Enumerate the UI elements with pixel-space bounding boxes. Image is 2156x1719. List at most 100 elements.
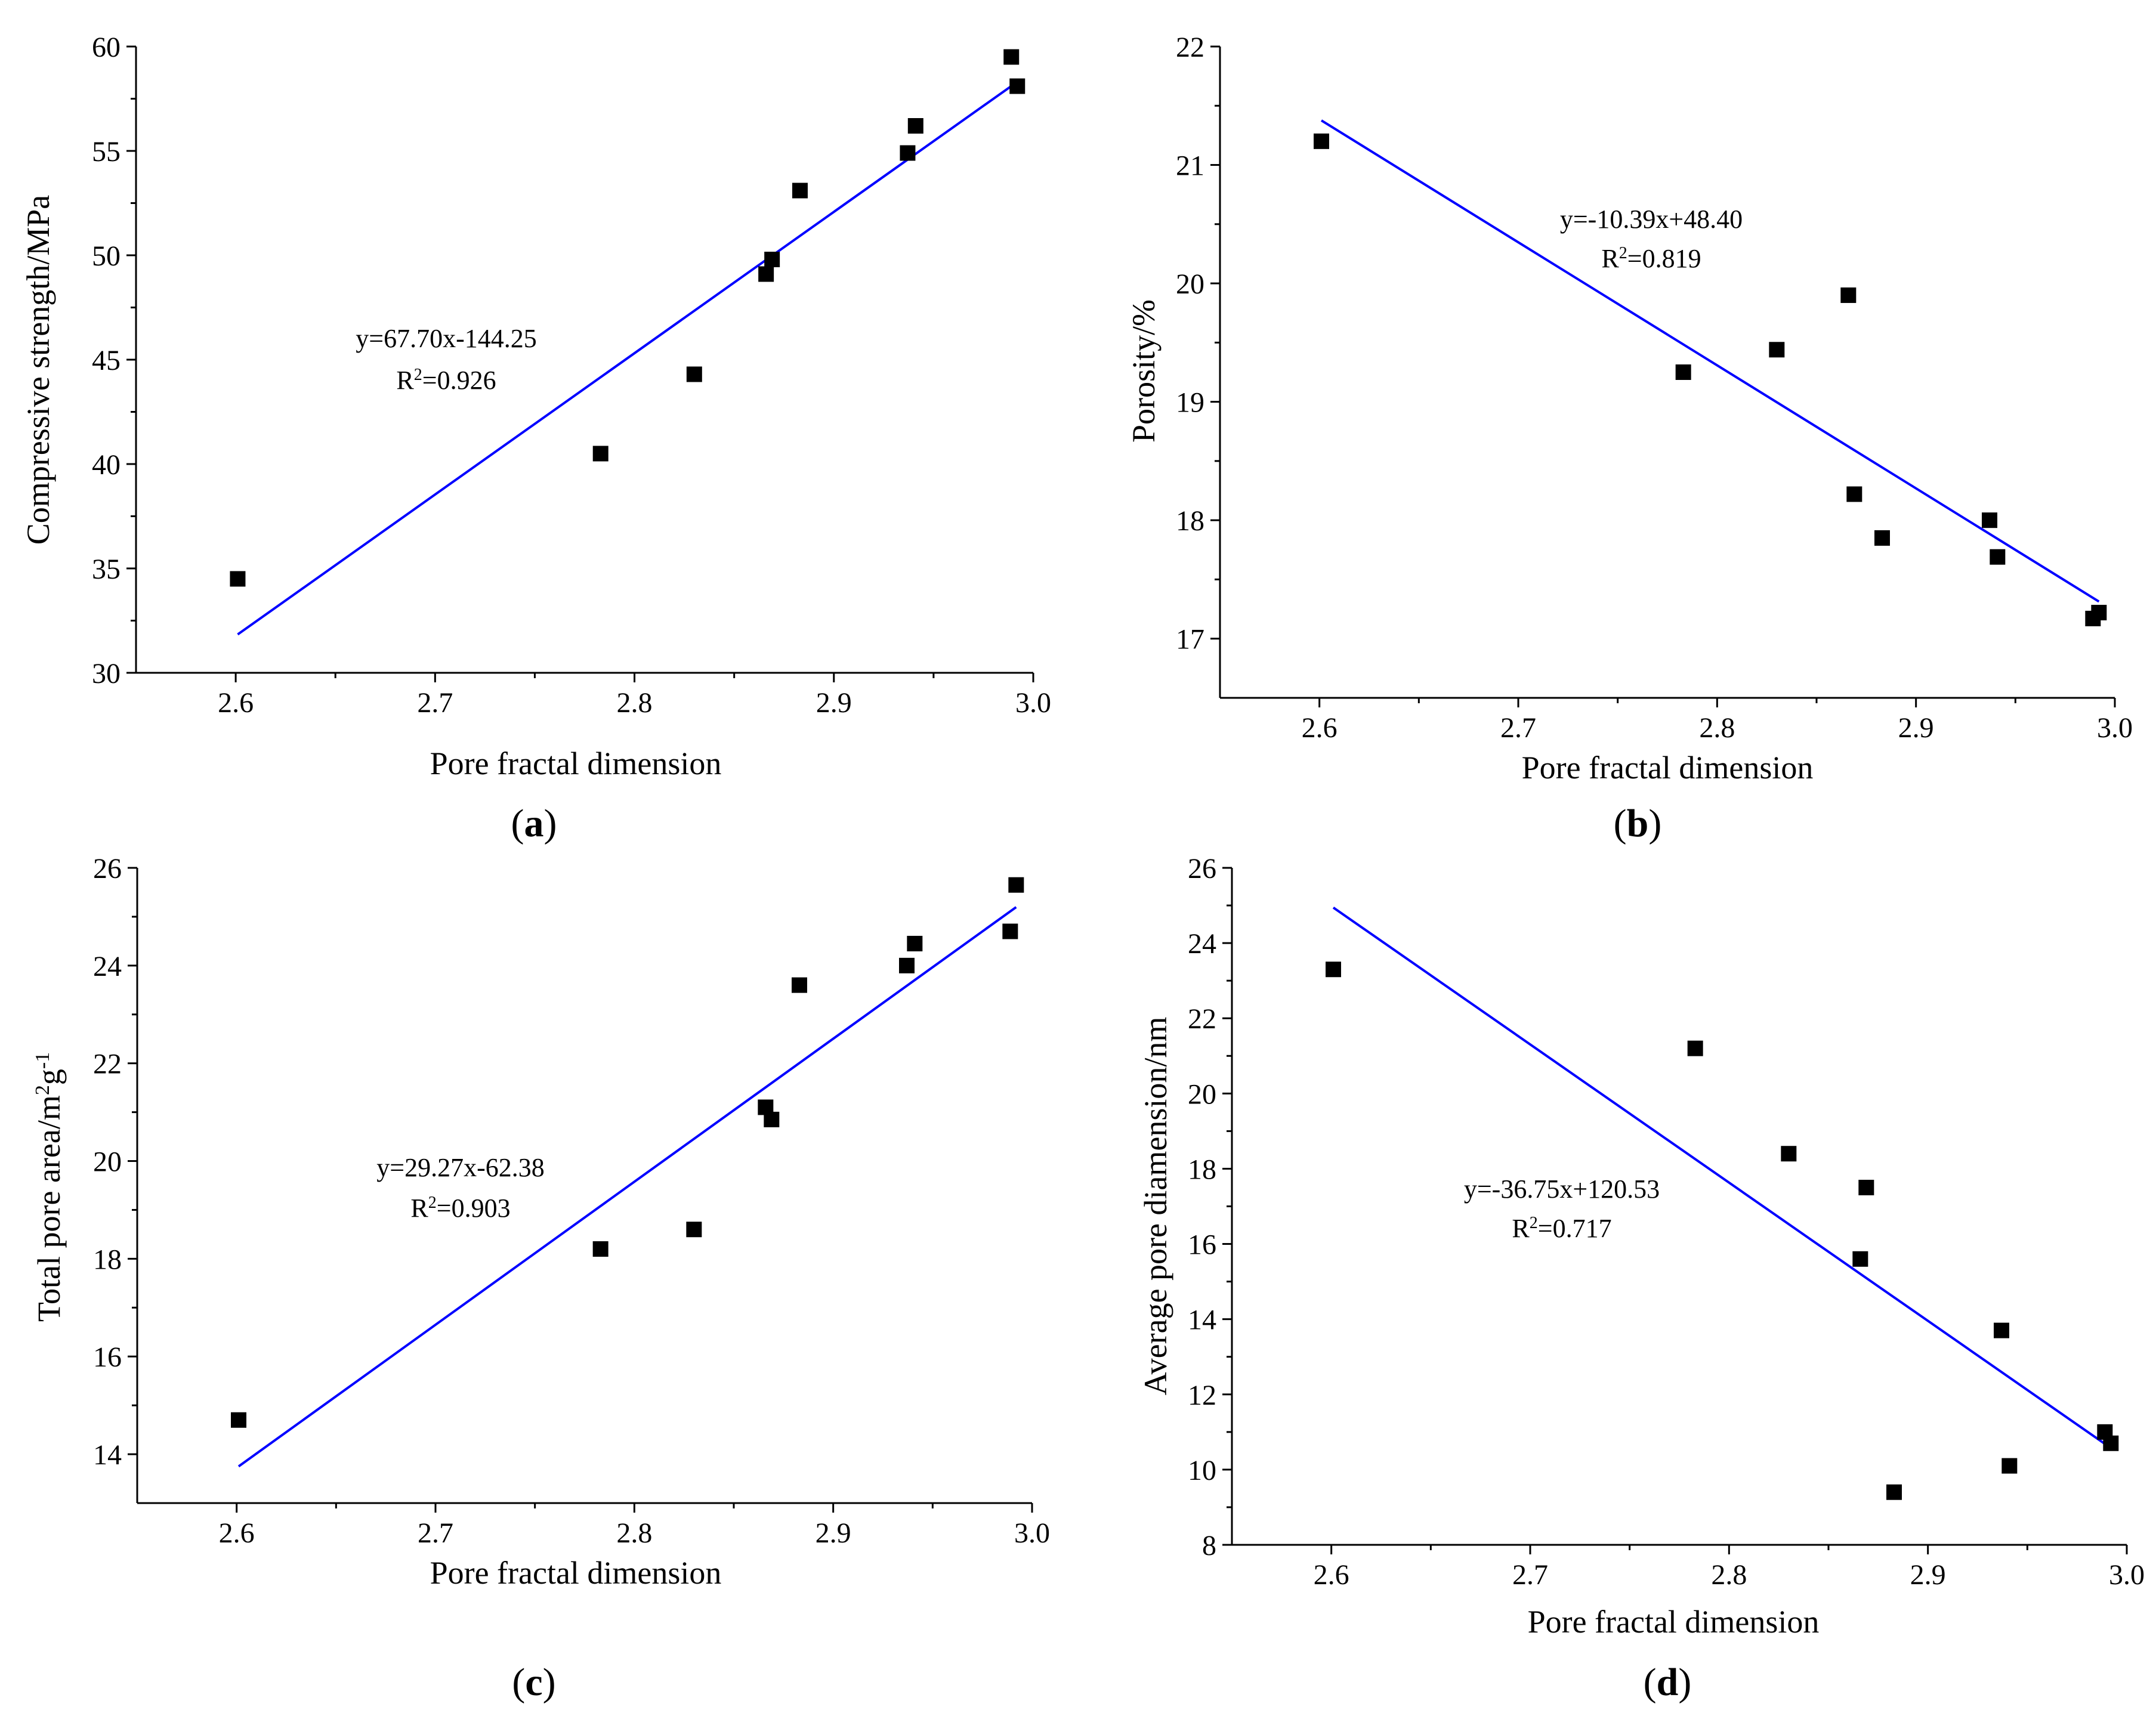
data-point <box>1994 1322 2009 1338</box>
r-squared-label: R2=0.819 <box>1601 244 1701 274</box>
data-point <box>764 252 780 267</box>
regression-line <box>237 906 1017 1468</box>
y-tick-label: 8 <box>1202 1530 1216 1562</box>
y-tick-label: 24 <box>93 951 122 982</box>
panel-label-letter: a <box>524 802 544 845</box>
points-layer <box>1314 133 2107 626</box>
data-point <box>900 145 916 161</box>
data-point <box>1003 49 1020 65</box>
axis-ticks: 2.6 2.7 2.8 2.9 3.0 14 16 18 20 22 24 26 <box>93 853 1050 1549</box>
data-point <box>1846 486 1862 502</box>
regression-line <box>237 81 1018 636</box>
r-squared-letter: R <box>396 366 414 395</box>
y-tick-label: 22 <box>1188 1003 1216 1035</box>
axis-ticks: 2.6 2.7 2.8 2.9 3.0 30 35 40 45 50 55 60 <box>92 32 1051 719</box>
panel-label-open-paren: ( <box>1644 1661 1657 1704</box>
x-tick-label: 2.8 <box>1699 712 1735 744</box>
x-tick-label: 3.0 <box>2109 1559 2145 1591</box>
y-tick-label: 12 <box>1188 1380 1216 1411</box>
r-squared-letter: R <box>1512 1214 1530 1243</box>
x-tick-label: 2.6 <box>1302 712 1338 744</box>
x-axis-title: Pore fractal dimension <box>430 1555 722 1591</box>
r-squared-letter: R <box>410 1194 428 1223</box>
x-tick-label: 3.0 <box>1015 687 1051 719</box>
points-layer <box>230 49 1026 587</box>
y-tick-label: 14 <box>1188 1304 1216 1336</box>
fit-layer <box>237 906 1017 1468</box>
data-point <box>764 1111 780 1127</box>
data-point <box>230 571 246 587</box>
points-layer <box>231 877 1024 1428</box>
data-point <box>1008 877 1024 893</box>
panel-label: (b) <box>1614 802 1662 845</box>
r-squared-value: =0.903 <box>437 1194 511 1223</box>
y-tick-label: 18 <box>93 1244 122 1275</box>
data-point <box>1009 78 1026 94</box>
y-tick-label: 40 <box>92 449 121 481</box>
x-tick-label: 3.0 <box>2097 712 2133 744</box>
y-tick-label: 18 <box>1176 505 1204 537</box>
x-tick-label: 2.7 <box>1500 712 1536 744</box>
y-tick-label: 21 <box>1176 150 1204 182</box>
data-point <box>2103 1435 2119 1451</box>
panel-label-open-paren: ( <box>512 1661 525 1704</box>
panel-label-letter: c <box>525 1661 542 1704</box>
x-tick-label: 2.9 <box>816 687 852 719</box>
y-tick-label: 18 <box>1188 1154 1216 1185</box>
x-tick-label: 3.0 <box>1014 1517 1050 1549</box>
data-point <box>899 957 915 973</box>
r-squared-label: R2=0.717 <box>1512 1214 1611 1244</box>
x-tick-label: 2.7 <box>417 687 453 719</box>
regression-line <box>1332 906 2112 1449</box>
panel-label: (d) <box>1644 1661 1692 1704</box>
data-point <box>1781 1146 1797 1162</box>
y-tick-label: 19 <box>1176 387 1204 419</box>
fit-equation: y=-36.75x+120.53 <box>1464 1174 1660 1204</box>
r-squared-value: =0.926 <box>422 366 496 395</box>
data-point <box>686 1222 702 1238</box>
data-point <box>592 1241 609 1257</box>
r-squared-superscript: 2 <box>1619 244 1627 262</box>
x-axis-title: Pore fractal dimension <box>1522 750 1814 786</box>
panel-label-close-paren: ) <box>1648 802 1661 845</box>
data-point <box>1858 1179 1874 1195</box>
x-tick-label: 2.9 <box>1910 1559 1946 1591</box>
data-point <box>592 446 609 462</box>
y-axis-title-main: Total pore area/m <box>31 1095 67 1322</box>
data-point <box>1874 530 1890 546</box>
panel-label: (a) <box>511 802 557 845</box>
r-squared-superscript: 2 <box>428 1194 437 1212</box>
y-tick-label: 22 <box>93 1049 122 1080</box>
x-tick-label: 2.7 <box>418 1517 453 1549</box>
y-tick-label: 50 <box>92 240 121 272</box>
panel-label-open-paren: ( <box>1614 802 1627 845</box>
x-tick-label: 2.6 <box>219 1517 255 1549</box>
data-point <box>1675 364 1691 380</box>
data-point <box>1002 923 1018 939</box>
y-axis-title-mid: g <box>31 1069 67 1085</box>
fit-equation: y=-10.39x+48.40 <box>1560 205 1743 234</box>
x-tick-label: 2.7 <box>1512 1559 1548 1591</box>
fit-layer <box>237 81 1018 636</box>
x-tick-label: 2.6 <box>218 687 254 719</box>
fit-layer <box>1320 119 2100 603</box>
axis-ticks: 2.6 2.7 2.8 2.9 3.0 17 18 19 20 21 22 <box>1176 32 2133 744</box>
panel-label-close-paren: ) <box>543 1661 556 1704</box>
data-point <box>1769 342 1785 358</box>
y-axis-title: Porosity/% <box>1126 299 1162 443</box>
data-point <box>1840 287 1857 303</box>
data-point <box>907 118 923 134</box>
y-tick-label: 30 <box>92 658 121 690</box>
panel-label-close-paren: ) <box>544 802 557 845</box>
y-tick-label: 26 <box>1188 853 1216 885</box>
y-tick-label: 22 <box>1176 32 1204 63</box>
x-axis-title: Pore fractal dimension <box>430 746 722 781</box>
r-squared-value: =0.819 <box>1627 244 1701 273</box>
panel-label: (c) <box>512 1661 555 1704</box>
y-axis-title: Compressive strength/MPa <box>20 195 56 545</box>
data-point <box>1982 512 1997 528</box>
x-tick-label: 2.8 <box>1711 1559 1747 1591</box>
panel-label-letter: b <box>1627 802 1649 845</box>
